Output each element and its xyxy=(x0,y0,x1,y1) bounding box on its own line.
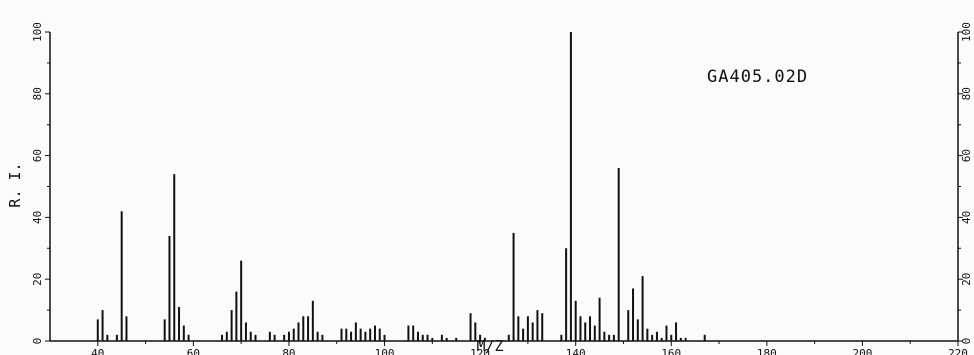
y-tick-label-right: 40 xyxy=(960,211,973,224)
y-tick-label: 100 xyxy=(31,22,44,42)
y-tick-label: 0 xyxy=(31,338,44,345)
y-tick-label: 80 xyxy=(31,87,44,100)
x-tick-label: 160 xyxy=(661,347,681,355)
x-tick-label: 60 xyxy=(187,347,200,355)
x-axis-label: M/Z xyxy=(476,337,503,355)
spectrum-id-label: GA405.02D xyxy=(707,67,808,87)
x-tick-label: 120 xyxy=(470,347,490,355)
y-tick-label: 20 xyxy=(31,273,44,286)
x-tick-label: 80 xyxy=(282,347,295,355)
x-tick-label: 100 xyxy=(375,347,395,355)
axes: 40 60 80 100 120 140 160 180 200 220 0 20 40 60 80 100 0… xyxy=(31,22,973,355)
x-tick-label: 180 xyxy=(757,347,777,355)
x-tick-label: 40 xyxy=(91,347,104,355)
peaks xyxy=(96,32,706,341)
x-tick-label: 200 xyxy=(852,347,872,355)
y-tick-label: 40 xyxy=(31,211,44,224)
y-tick-label: 60 xyxy=(31,149,44,162)
y-tick-label-right: 100 xyxy=(960,22,973,42)
y-tick-label-right: 20 xyxy=(960,273,973,286)
y-tick-label-right: 80 xyxy=(960,87,973,100)
x-tick-label: 140 xyxy=(566,347,586,355)
y-tick-label-right: 0 xyxy=(960,338,973,345)
x-tick-label: 220 xyxy=(948,347,968,355)
y-axis-label: R. I. xyxy=(6,162,24,207)
labels: GA405.02D M/Z R. I. xyxy=(6,67,808,355)
y-tick-label-right: 60 xyxy=(960,149,973,162)
